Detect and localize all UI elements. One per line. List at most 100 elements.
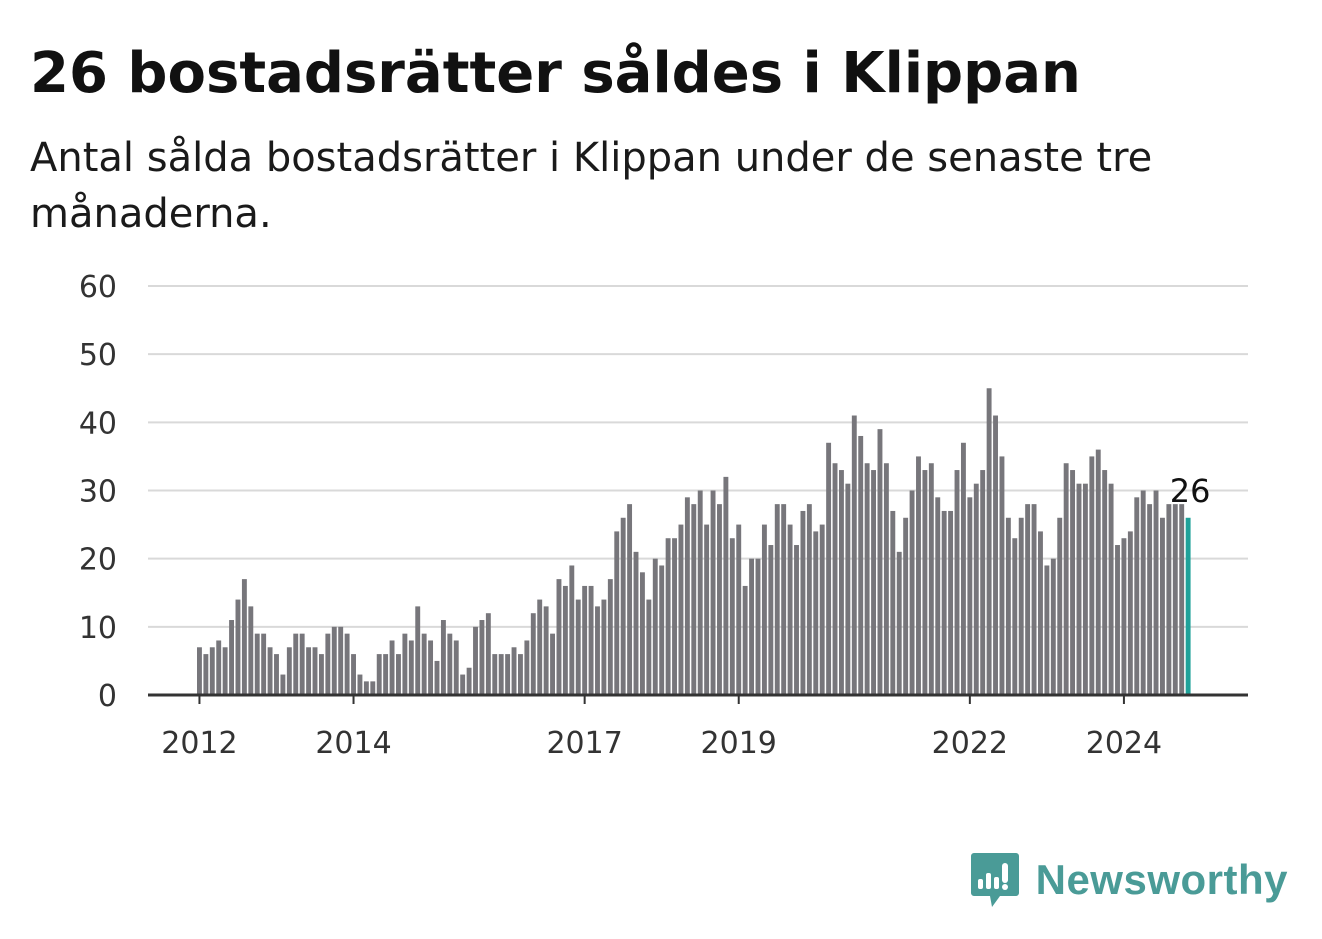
bar (505, 654, 511, 695)
bar (935, 497, 941, 695)
bar (1050, 558, 1056, 695)
bar (588, 585, 594, 695)
bar (537, 599, 543, 695)
bar (781, 504, 787, 695)
bar (197, 647, 202, 695)
bar (967, 497, 973, 695)
bar (1179, 504, 1185, 695)
chart-subtitle: Antal sålda bostadsrätter i Klippan unde… (30, 135, 1153, 237)
bar (1134, 497, 1140, 695)
bar (774, 504, 780, 695)
bar (1147, 504, 1153, 695)
bar (659, 565, 665, 695)
x-tick-label: 2017 (546, 726, 622, 761)
bar (1025, 504, 1031, 695)
value-labels: 26 (1170, 472, 1211, 510)
bar (518, 654, 523, 695)
y-tick-label: 10 (79, 611, 117, 646)
bar (408, 640, 414, 695)
bar (1044, 565, 1050, 695)
bar (1057, 517, 1063, 695)
bar (575, 599, 581, 695)
bar (1127, 531, 1133, 695)
bar (344, 633, 350, 695)
bar (331, 626, 337, 695)
bar (607, 579, 613, 695)
bar (639, 572, 645, 695)
bar (601, 599, 607, 695)
bar (922, 470, 928, 695)
bar (717, 504, 722, 695)
brand-name: Newsworthy (1035, 856, 1288, 903)
bar (396, 654, 401, 695)
bar (293, 633, 299, 695)
bar (813, 531, 819, 695)
y-tick-label: 20 (79, 543, 117, 578)
bar (286, 647, 292, 695)
x-tick-label: 2019 (701, 726, 777, 761)
bar (1018, 517, 1024, 695)
bar (1108, 483, 1114, 695)
bar (440, 620, 446, 695)
newsworthy-logo-icon (970, 853, 1019, 907)
bar (569, 565, 575, 695)
bar (434, 660, 440, 695)
bar (1172, 504, 1178, 695)
y-tick-label: 60 (79, 270, 117, 305)
bar (845, 483, 851, 695)
y-tick-label: 50 (79, 338, 117, 373)
bar (646, 599, 652, 695)
bar (550, 633, 555, 695)
bar (460, 674, 466, 695)
bar (248, 606, 254, 695)
bar (973, 483, 979, 695)
bar (768, 545, 774, 695)
bar (325, 633, 331, 695)
bar (672, 538, 677, 695)
bar (267, 647, 273, 695)
bar (877, 429, 883, 695)
bar (299, 633, 305, 695)
bar (1005, 517, 1011, 695)
bar (530, 613, 536, 695)
bar (485, 613, 491, 695)
bar (453, 640, 459, 695)
bar (479, 620, 485, 695)
bar (941, 510, 947, 695)
bar (871, 470, 876, 695)
bar (787, 524, 793, 695)
bar (960, 442, 966, 695)
bar (312, 647, 318, 695)
bar (1012, 538, 1018, 695)
bar (415, 606, 421, 695)
bar (389, 640, 395, 695)
bar (999, 456, 1005, 695)
bar (678, 524, 684, 695)
bar (851, 415, 857, 695)
y-tick-label: 0 (98, 679, 117, 714)
bar (562, 585, 568, 695)
bar (691, 504, 697, 695)
bar (582, 585, 588, 695)
bar (883, 463, 889, 695)
bar (832, 463, 838, 695)
bar (928, 463, 934, 695)
bar (755, 558, 761, 695)
bar (1082, 483, 1088, 695)
bar (1153, 490, 1159, 695)
bar (222, 647, 228, 695)
x-tick-label: 2022 (932, 726, 1008, 761)
bar (896, 551, 902, 695)
bar (280, 674, 286, 695)
bar (363, 681, 369, 695)
bar (595, 606, 600, 695)
x-tick-label: 2014 (315, 726, 391, 761)
bar (370, 681, 376, 695)
bar (383, 654, 389, 695)
bar (839, 470, 844, 695)
bar (1076, 483, 1082, 695)
bar (447, 633, 453, 695)
bar (1095, 449, 1101, 695)
bar (1115, 545, 1120, 695)
bar (1063, 463, 1069, 695)
